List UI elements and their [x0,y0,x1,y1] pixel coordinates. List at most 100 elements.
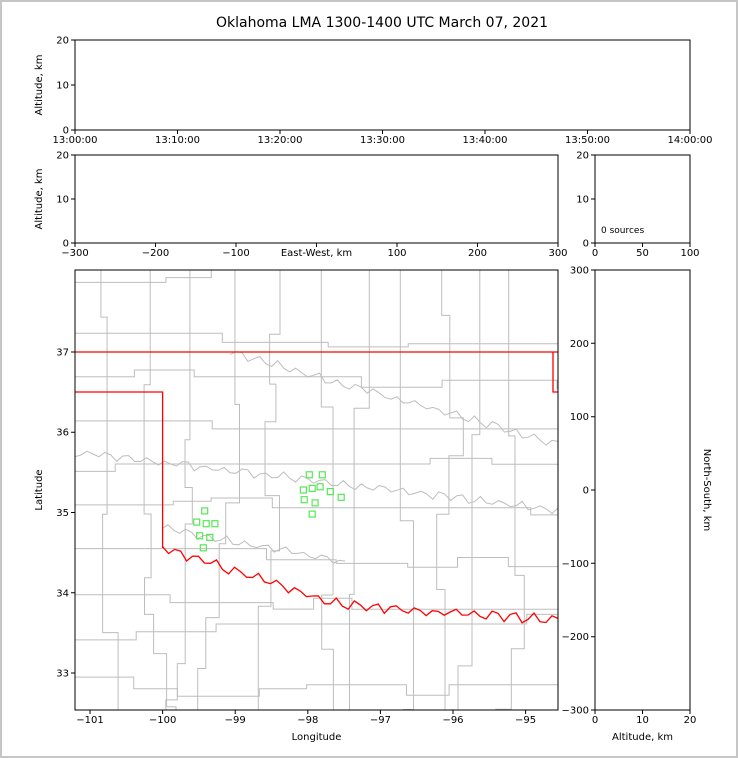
ytick-label: 10 [56,81,69,92]
xtick-label: 200 [468,248,487,259]
lma-station-marker [211,520,219,528]
xtick-label: 10 [636,715,649,726]
county-boundary [75,548,558,568]
lma-station-marker [311,499,319,507]
xtick-label: −97 [370,715,391,726]
panel-alt-histogram: 0 10 20 0 50 100 0 sources [576,151,699,260]
xtick-label: 13:10:00 [155,135,200,146]
xtick-label: 14:00:00 [668,135,713,146]
ew-height-tickmarks [71,154,559,247]
ytick-label: −300 [562,706,589,717]
ytick-label: 100 [570,412,589,423]
ytick-label: 20 [576,151,589,162]
panel-ew-height: 0 10 20 −300 −200 −100 100 200 300 East-… [34,151,568,260]
lma-station-marker [316,483,324,491]
time-height-frame [74,39,691,131]
xtick-label: −98 [297,715,318,726]
county-boundary [436,270,464,710]
state-border-layer [75,351,558,624]
y-axis-label: Latitude [34,469,45,510]
ytick-label: 33 [56,669,69,680]
county-boundary [165,270,193,710]
ytick-label: −200 [562,632,589,643]
y-axis-label: Altitude, km [34,169,45,230]
lma-station-marker [308,484,316,492]
x-axis-label: Altitude, km [612,732,673,743]
ytick-label: 36 [56,428,69,439]
ns-height-tickmarks [591,269,691,714]
x-axis-label: East-West, km [281,248,352,259]
ytick-label: 35 [56,508,69,519]
lma-station-marker [318,471,326,479]
y-axis-label-right: North-South, km [701,449,712,532]
ytick-label: 20 [56,151,69,162]
lma-station-marker [308,510,316,518]
red-river-state-border [162,546,558,624]
county-boundary [75,497,558,516]
river-line [75,450,558,515]
station-markers [193,471,345,552]
county-boundary [75,613,558,641]
lma-station-marker [196,532,204,540]
county-boundary [75,270,212,283]
ytick-label: 10 [576,195,589,206]
county-boundary [399,270,414,710]
xtick-label: 13:20:00 [258,135,303,146]
county-boundary [257,270,281,710]
river-line [229,351,558,446]
xtick-label: −200 [142,248,169,259]
xtick-label: −96 [442,715,463,726]
county-boundary [495,270,525,710]
xtick-label: 300 [548,248,567,259]
county-boundary [75,457,558,472]
xtick-label: −95 [515,715,536,726]
xtick-label: 100 [387,248,406,259]
xtick-label: 13:00:00 [53,135,98,146]
xtick-label: 100 [680,248,699,259]
panel-plan-map: 33 34 35 36 37 −101 −100 −99 −98 −97 −96… [34,269,559,743]
lma-station-marker [202,520,210,528]
lma-station-marker [299,486,307,494]
xtick-label: 20 [684,715,697,726]
ytick-label: 0 [583,239,589,250]
xtick-label: 13:30:00 [360,135,405,146]
lma-station-marker [201,507,209,515]
county-boundary [75,332,558,348]
lma-station-marker [337,493,345,501]
county-boundary [197,270,240,710]
xtick-label: 13:40:00 [463,135,508,146]
xtick-label: −100 [222,248,249,259]
panel-ns-height: 300 200 100 0 −100 −200 −300 0 10 20 Alt… [562,266,712,744]
alt-histogram-tickmarks [591,154,691,247]
lma-station-marker [193,518,201,526]
river-line [161,524,346,564]
y-axis-label: Altitude, km [34,55,45,116]
xtick-label: 0 [592,715,598,726]
oklahoma-state-border [75,351,558,548]
ytick-label: 0 [63,126,69,137]
xtick-label: 13:50:00 [565,135,610,146]
figure-title: Oklahoma LMA 1300-1400 UTC March 07, 202… [216,15,548,31]
ytick-label: −100 [562,559,589,570]
lma-station-marker [300,496,308,504]
county-boundary [75,420,558,430]
ns-height-frame [594,269,691,711]
county-boundary [143,270,177,710]
county-boundary [349,270,370,710]
lma-station-marker [206,533,214,542]
lma-station-marker [326,488,334,496]
x-axis-label: Longitude [292,732,342,743]
map-tickmarks [71,351,527,714]
ytick-label: 34 [56,588,69,599]
source-count-annotation: 0 sources [601,226,644,236]
county-boundary [75,594,558,610]
lma-station-marker [305,471,313,479]
xtick-label: −101 [76,715,103,726]
xtick-label: −300 [61,248,88,259]
time-height-tickmarks [71,39,691,134]
county-boundary [75,369,558,390]
county-boundary [100,270,119,710]
map-frame [74,269,559,711]
